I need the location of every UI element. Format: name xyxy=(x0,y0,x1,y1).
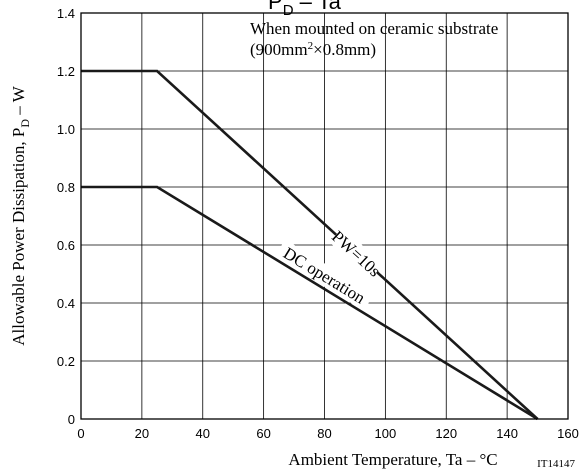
series-line-pw-10s xyxy=(81,69,539,420)
x-tick-label: 100 xyxy=(375,426,397,441)
grid xyxy=(81,13,568,419)
y-tick-label: 1.2 xyxy=(57,64,75,79)
y-axis-title-sub: D xyxy=(18,119,32,128)
y-tick-label: 0.6 xyxy=(57,238,75,253)
curve-label-pw-bg xyxy=(329,227,384,280)
curve-label-dc-bg xyxy=(274,239,375,311)
x-tick-label: 40 xyxy=(196,426,210,441)
y-tick-label: 1.0 xyxy=(57,122,75,137)
chart-title-sub: D xyxy=(283,2,294,19)
x-tick-label: 60 xyxy=(256,426,270,441)
x-tick-label: 80 xyxy=(317,426,331,441)
series-line-dc-operation xyxy=(81,185,539,421)
x-tick-label: 120 xyxy=(435,426,457,441)
x-tick-label: 20 xyxy=(135,426,149,441)
x-tick-label: 160 xyxy=(557,426,579,441)
chart-title: PD – Ta xyxy=(268,0,342,19)
condition-note-line2: (900mm2×0.8mm) xyxy=(250,40,376,59)
condition-note-post: ×0.8mm) xyxy=(313,40,376,59)
chart-title-main: P xyxy=(268,0,283,14)
condition-note-line1: When mounted on ceramic substrate xyxy=(250,19,498,38)
y-tick-label: 0.2 xyxy=(57,354,75,369)
y-tick-label: 0.8 xyxy=(57,180,75,195)
y-tick-label: 1.4 xyxy=(57,6,75,21)
y-axis-title-rest: – W xyxy=(9,85,28,119)
y-axis-title: Allowable Power Dissipation, PD – W xyxy=(9,85,32,346)
x-tick-label: 140 xyxy=(496,426,518,441)
x-axis-title: Ambient Temperature, Ta – °C xyxy=(288,450,497,469)
x-tick-label: 0 xyxy=(77,426,84,441)
doc-id: IT14147 xyxy=(537,458,575,470)
plot-frame xyxy=(80,12,569,420)
y-tick-label: 0.4 xyxy=(57,296,75,311)
y-tick-labels: 0 0.2 0.4 0.6 0.8 1.0 1.2 1.4 xyxy=(57,6,75,427)
y-axis-title-main: Allowable Power Dissipation, P xyxy=(9,128,28,346)
series-lines xyxy=(81,69,539,421)
y-tick-label: 0 xyxy=(68,412,75,427)
x-tick-labels: 0 20 40 60 80 100 120 140 160 xyxy=(77,426,578,441)
condition-note-sup: 2 xyxy=(308,40,314,52)
chart-title-rest: – Ta xyxy=(294,0,342,14)
condition-note-pre: (900mm xyxy=(250,40,308,59)
